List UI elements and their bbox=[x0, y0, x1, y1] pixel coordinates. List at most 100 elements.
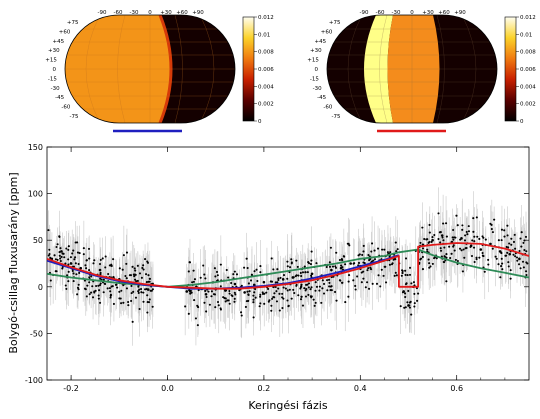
model-curves bbox=[47, 242, 529, 290]
map-2-lat-tick: +15 bbox=[307, 58, 319, 64]
map-1-longitude-ticks: -90 -60 -30 0 +30 +60 +90 bbox=[98, 10, 205, 16]
map-1-lat-tick: +75 bbox=[67, 20, 79, 26]
data-point bbox=[518, 257, 521, 261]
data-point bbox=[498, 250, 502, 253]
data-point bbox=[262, 280, 266, 284]
map-1-lat-tick: -30 bbox=[51, 86, 60, 92]
map-1-lon-tick: -30 bbox=[130, 10, 139, 16]
map-2-colorbar-ticks: 0.012 0.01 0.008 0.006 0.004 0.002 0 bbox=[516, 15, 536, 125]
map-2: -90 -60 -30 0 +30 +60 +90 +75 +60 +45 +30 +15 0 -15 -… bbox=[307, 10, 536, 133]
y-tick-label: 150 bbox=[28, 143, 43, 152]
data-point bbox=[431, 238, 434, 242]
data-point bbox=[339, 266, 343, 270]
map-1-colorbar-tick: 0.004 bbox=[258, 84, 274, 90]
model-curve-0 bbox=[47, 242, 529, 290]
y-tick-label: -100 bbox=[25, 376, 43, 385]
map-2-colorbar-tick: 0.006 bbox=[520, 67, 536, 73]
y-tick-label: -50 bbox=[30, 329, 43, 338]
data-point bbox=[460, 237, 463, 240]
map-2-colorbar-tick: 0.012 bbox=[520, 15, 536, 21]
map-2-lat-tick: +45 bbox=[314, 39, 326, 45]
phase-curve-chart: -0.2 0.0 0.2 0.4 0.6 -100 -50 0 50 100 150 Kering… bbox=[7, 143, 530, 412]
map-1-lat-tick: +15 bbox=[45, 58, 57, 64]
x-tick-label: 0.2 bbox=[258, 384, 271, 393]
x-axis-ticks: -0.2 0.0 0.2 0.4 0.6 bbox=[63, 147, 506, 393]
y-tick-label: 50 bbox=[33, 236, 43, 245]
map-1-latitude-ticks: +75 +60 +45 +30 +15 0 -15 -30 -45 -60-75 bbox=[45, 20, 79, 120]
data-point bbox=[440, 234, 444, 237]
model-curve-2 bbox=[47, 248, 529, 288]
data-points-background bbox=[47, 212, 529, 327]
data-point bbox=[185, 290, 189, 293]
map-2-lon-tick: 0 bbox=[410, 10, 414, 16]
x-tick-label: 0.6 bbox=[450, 384, 463, 393]
map-2-lat-tick: +30 bbox=[310, 48, 322, 54]
map-1-lon-tick: +90 bbox=[192, 10, 204, 16]
data-point bbox=[79, 266, 83, 270]
data-point bbox=[508, 252, 512, 256]
map-2-lon-tick: -30 bbox=[392, 10, 401, 16]
y-tick-label: 0 bbox=[38, 283, 43, 292]
map-2-lat-tick: 0 bbox=[315, 67, 319, 73]
map-1-lat-tick: -60 bbox=[61, 105, 70, 111]
data-point bbox=[224, 289, 227, 292]
map-2-lat-tick: -30 bbox=[313, 86, 322, 92]
x-tick-label: 0.4 bbox=[354, 384, 367, 393]
data-point bbox=[98, 268, 102, 272]
map-2-lat-tick: +75 bbox=[329, 20, 341, 26]
map-1-lon-tick: +30 bbox=[160, 10, 172, 16]
map-2-colorbar-tick: 0 bbox=[520, 119, 524, 125]
data-point bbox=[330, 268, 333, 272]
map-2-lon-tick: -90 bbox=[360, 10, 369, 16]
map-2-lon-tick: +60 bbox=[438, 10, 450, 16]
map-2-lon-tick: +30 bbox=[422, 10, 434, 16]
map-1-colorbar-ticks: 0.012 0.01 0.008 0.006 0.004 0.002 0 bbox=[254, 15, 274, 125]
data-point bbox=[60, 250, 63, 253]
data-point bbox=[479, 248, 483, 251]
y-axis-label: Bolygó-csillag fluxusarány [ppm] bbox=[7, 172, 20, 353]
map-2-longitude-ticks: -90 -60 -30 0 +30 +60 +90 bbox=[360, 10, 467, 16]
x-axis-label: Keringési fázis bbox=[248, 399, 327, 412]
map-2-latitude-ticks: +75 +60 +45 +30 +15 0 -15 -30 -45 -60-75 bbox=[307, 20, 341, 120]
data-point bbox=[407, 304, 410, 307]
map-1-lon-tick: +60 bbox=[176, 10, 188, 16]
map-1-lat-tick: -75 bbox=[70, 114, 79, 120]
map-2-lat-tick: -15 bbox=[310, 76, 319, 82]
map-1-colorbar-tick: 0.002 bbox=[258, 102, 274, 108]
map-2-colorbar bbox=[504, 16, 517, 122]
data-point bbox=[233, 282, 237, 286]
data-point bbox=[146, 288, 150, 291]
data-point bbox=[281, 278, 285, 281]
data-point bbox=[349, 262, 352, 265]
map-1-lat-tick: +45 bbox=[52, 39, 64, 45]
data-point bbox=[291, 276, 295, 279]
data-point bbox=[469, 244, 473, 248]
data-point bbox=[252, 283, 256, 287]
map-1-lon-tick: -60 bbox=[114, 10, 123, 16]
map-2-colorbar-tick: 0.01 bbox=[520, 32, 532, 38]
map-2-lat-tick: -60 bbox=[323, 105, 332, 111]
map-1-lat-tick: 0 bbox=[53, 67, 57, 73]
x-tick-label: -0.2 bbox=[63, 384, 79, 393]
map-1-colorbar-tick: 0.006 bbox=[258, 67, 274, 73]
map-2-colorbar-tick: 0.008 bbox=[520, 50, 536, 56]
map-1-colorbar-tick: 0.01 bbox=[258, 32, 270, 38]
map-2-colorbar-tick: 0.004 bbox=[520, 84, 536, 90]
data-point bbox=[204, 292, 208, 296]
map-2-lat-tick: -75 bbox=[332, 114, 341, 120]
map-2-lon-tick: +90 bbox=[454, 10, 466, 16]
map-1-colorbar bbox=[242, 16, 255, 122]
data-point bbox=[489, 242, 492, 246]
map-1-colorbar-tick: 0.008 bbox=[258, 50, 274, 56]
map-1-lat-tick: +60 bbox=[59, 29, 71, 35]
map-1-lat-tick: -15 bbox=[48, 76, 57, 82]
data-point bbox=[402, 290, 405, 293]
x-tick-label: 0.0 bbox=[161, 384, 174, 393]
map-1-colorbar-tick: 0 bbox=[258, 119, 262, 125]
data-point bbox=[243, 291, 246, 294]
map-1-lat-tick: -45 bbox=[55, 95, 64, 101]
data-point bbox=[310, 272, 314, 276]
map-1-colorbar-tick: 0.012 bbox=[258, 15, 274, 21]
map-2-lon-tick: -60 bbox=[376, 10, 385, 16]
